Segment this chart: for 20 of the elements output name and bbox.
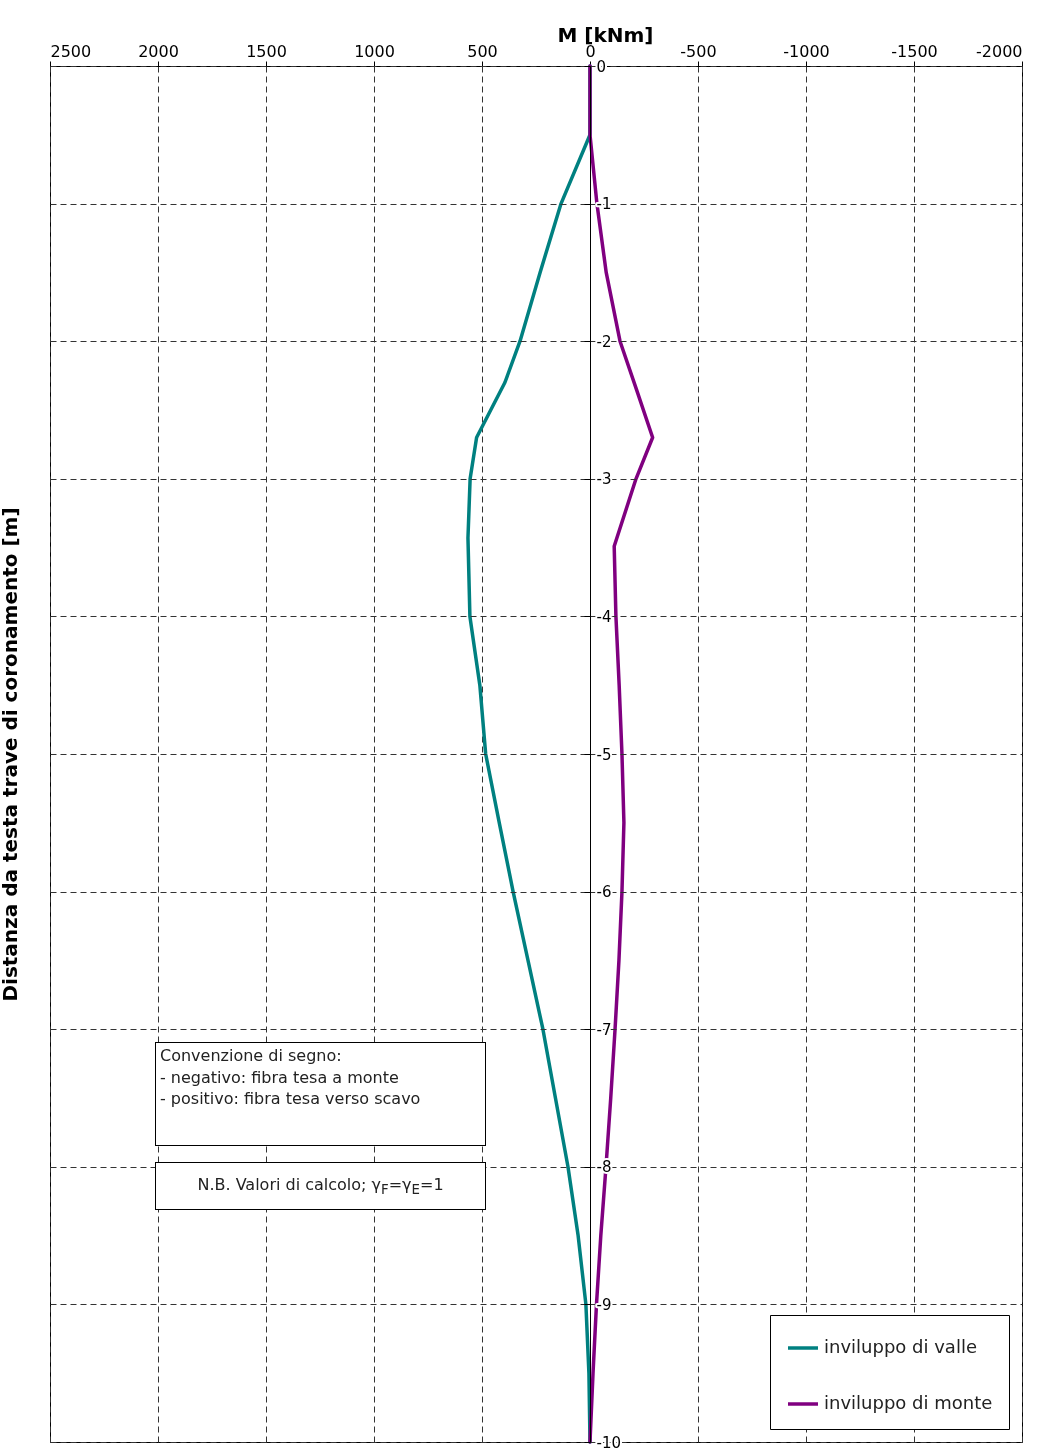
x-tick-label: -1000	[783, 41, 830, 61]
x-tick-label: 2000	[138, 41, 179, 61]
text-box: Convenzione di segno: - negativo: fibra tesa a monte - positivo: fibra tesa verso scavo	[155, 1042, 486, 1146]
legend-label: inviluppo di monte	[824, 1392, 993, 1413]
x-tick-label: -500	[680, 41, 717, 61]
y-tick-label: -5	[596, 745, 612, 764]
x-tick-label: 2500	[50, 41, 92, 61]
x-tick-label: -1500	[891, 41, 938, 61]
legend-label: inviluppo di valle	[824, 1336, 977, 1357]
x-tick-label: 500	[467, 41, 498, 61]
y-tick-label: -2	[596, 332, 612, 351]
y-tick-label: -7	[596, 1020, 612, 1039]
x-tick-label: 1000	[354, 41, 395, 61]
y-tick-label: -6	[596, 883, 612, 902]
text-box: N.B. Valori di calcolo; γ$_{F}$=γ$_{E}$=1	[155, 1162, 486, 1210]
y-tick-label: -3	[596, 470, 612, 489]
x-tick-label: 1500	[246, 41, 287, 61]
y-axis-title: Distanza da testa trave di coronamento [m]	[0, 507, 22, 1002]
x-tick-label: -2000	[976, 41, 1023, 61]
y-tick-label: -4	[596, 607, 612, 626]
